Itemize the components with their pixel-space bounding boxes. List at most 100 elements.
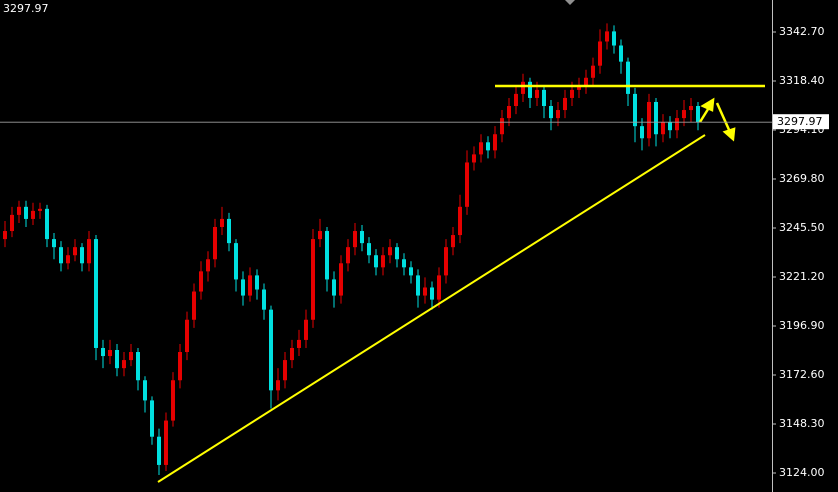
- candle-body: [122, 360, 126, 369]
- candle-body: [164, 420, 168, 465]
- candle-body: [619, 45, 623, 62]
- candle-body: [213, 226, 217, 260]
- candle-body: [395, 247, 399, 260]
- candle-body: [360, 231, 364, 244]
- candle-body: [297, 339, 301, 348]
- candle-body: [241, 279, 245, 296]
- candle-body: [108, 349, 112, 357]
- candle-body: [87, 239, 91, 264]
- candle-body: [465, 162, 469, 207]
- candle-body: [437, 275, 441, 300]
- candle-body: [150, 400, 154, 437]
- candle-body: [59, 247, 63, 264]
- candle-body: [570, 89, 574, 98]
- candle-body: [283, 360, 287, 381]
- y-tick-label: 3269.80: [779, 172, 825, 185]
- candle-body: [472, 154, 476, 163]
- candle-body: [17, 206, 21, 215]
- candle-body: [234, 243, 238, 280]
- y-tick-label: 3196.90: [779, 319, 825, 332]
- last-price-box: [773, 114, 829, 130]
- candle-body: [10, 214, 14, 232]
- candle-body: [255, 275, 259, 290]
- candle-body: [143, 380, 147, 401]
- arrows: [698, 97, 736, 142]
- candle-body: [248, 275, 252, 296]
- candle-body: [3, 231, 7, 240]
- candle-body: [52, 239, 56, 248]
- candle-body: [311, 239, 315, 320]
- candle-body: [409, 267, 413, 276]
- candle-body: [304, 319, 308, 340]
- trend-line: [157, 134, 706, 483]
- candle-body: [654, 101, 658, 135]
- candle-body: [262, 289, 266, 310]
- candle-body: [612, 31, 616, 46]
- candle-body: [269, 309, 273, 391]
- candle-body: [346, 247, 350, 264]
- y-tick-label: 3342.70: [779, 25, 825, 38]
- candle-body: [647, 101, 651, 139]
- y-tick-label: 3124.00: [779, 466, 825, 479]
- candle-body: [640, 126, 644, 139]
- last-price-header: 3297.97: [3, 2, 49, 15]
- candle-body: [206, 259, 210, 272]
- candle-body: [423, 287, 427, 296]
- candle-body: [430, 287, 434, 300]
- candle-body: [584, 77, 588, 86]
- candle-body: [388, 247, 392, 256]
- candle-body: [591, 65, 595, 78]
- candle-body: [402, 259, 406, 268]
- candle-body: [633, 93, 637, 127]
- plot-area: [3, 23, 700, 476]
- candle-body: [682, 110, 686, 119]
- candle-body: [507, 106, 511, 119]
- candle-body: [458, 206, 462, 236]
- candle-body: [493, 134, 497, 151]
- candle-body: [528, 81, 532, 98]
- candle-body: [514, 93, 518, 107]
- candle-body: [178, 352, 182, 381]
- candle-body: [353, 231, 357, 248]
- candle-body: [444, 247, 448, 276]
- candle-body: [689, 106, 693, 111]
- candle-body: [325, 231, 329, 280]
- candle-body: [171, 380, 175, 421]
- candle-body: [367, 243, 371, 256]
- candle-body: [227, 218, 231, 244]
- candle-body: [556, 110, 560, 119]
- candle-body: [535, 89, 539, 98]
- candle-body: [115, 349, 119, 369]
- y-tick-label: 3318.40: [779, 74, 825, 87]
- candle-body: [598, 41, 602, 66]
- candle-body: [626, 61, 630, 94]
- candle-body: [451, 235, 455, 248]
- candle-body: [157, 436, 161, 465]
- candle-body: [45, 208, 49, 240]
- candle-body: [290, 347, 294, 361]
- candle-body: [129, 352, 133, 361]
- candle-body: [381, 255, 385, 268]
- candle-body: [563, 97, 567, 111]
- candle-body: [73, 247, 77, 256]
- candle-body: [661, 122, 665, 135]
- candle-body: [675, 118, 679, 131]
- arrow-down: [715, 102, 732, 133]
- candle-body: [374, 255, 378, 268]
- arrow-head: [722, 127, 736, 142]
- candle-body: [668, 122, 672, 131]
- candle-body: [542, 89, 546, 107]
- candle-body: [332, 279, 336, 296]
- candle-body: [479, 142, 483, 155]
- candle-body: [199, 271, 203, 292]
- y-tick-label: 3148.30: [779, 417, 825, 430]
- candle-body: [339, 263, 343, 296]
- candle-body: [31, 210, 35, 219]
- candle-body: [318, 231, 322, 240]
- candle-body: [136, 352, 140, 381]
- candle-body: [220, 218, 224, 227]
- last-price-label: 3297.97: [777, 115, 823, 128]
- candle-body: [192, 291, 196, 320]
